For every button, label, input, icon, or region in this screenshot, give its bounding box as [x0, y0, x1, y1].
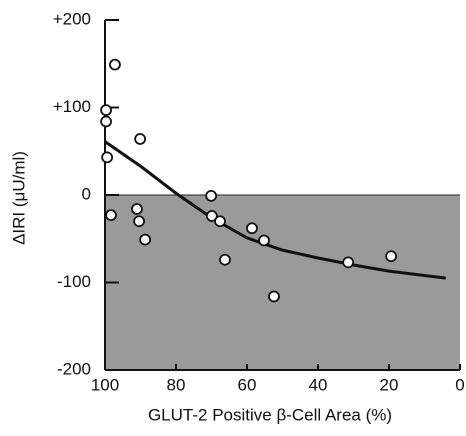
data-point — [246, 222, 258, 235]
data-point — [131, 203, 143, 215]
x-tick-label: 40 — [309, 375, 328, 394]
data-point — [100, 115, 112, 128]
x-tick-label: 80 — [167, 375, 186, 394]
data-point — [139, 233, 152, 246]
shaded-region — [105, 195, 460, 370]
data-point — [258, 234, 270, 247]
data-point — [100, 104, 112, 117]
data-point — [205, 189, 218, 202]
fit-curve — [104, 140, 446, 280]
x-tick-label: 20 — [380, 375, 399, 394]
data-point — [268, 290, 280, 303]
x-tick-label: 60 — [238, 375, 257, 394]
y-tick-label: +100 — [53, 97, 91, 116]
x-axis-label: GLUT-2 Positive β-Cell Area (%) — [148, 405, 392, 424]
data-point — [219, 253, 231, 266]
y-axis-label: ΔIRI (μU/ml) — [9, 151, 28, 245]
y-tick-label: -200 — [57, 359, 91, 378]
data-point — [385, 250, 398, 263]
y-tick-label: +200 — [53, 9, 91, 28]
data-point — [214, 215, 226, 228]
data-point — [109, 58, 121, 71]
data-point — [105, 209, 117, 222]
x-tick-label: 100 — [91, 375, 119, 394]
data-point — [133, 215, 145, 228]
data-point — [342, 256, 355, 269]
y-tick-label: -100 — [57, 272, 91, 291]
x-tick-label: 0 — [455, 375, 464, 394]
data-point — [134, 133, 147, 145]
y-tick-label: 0 — [82, 184, 91, 203]
data-point — [101, 151, 114, 164]
data-point — [205, 210, 218, 222]
